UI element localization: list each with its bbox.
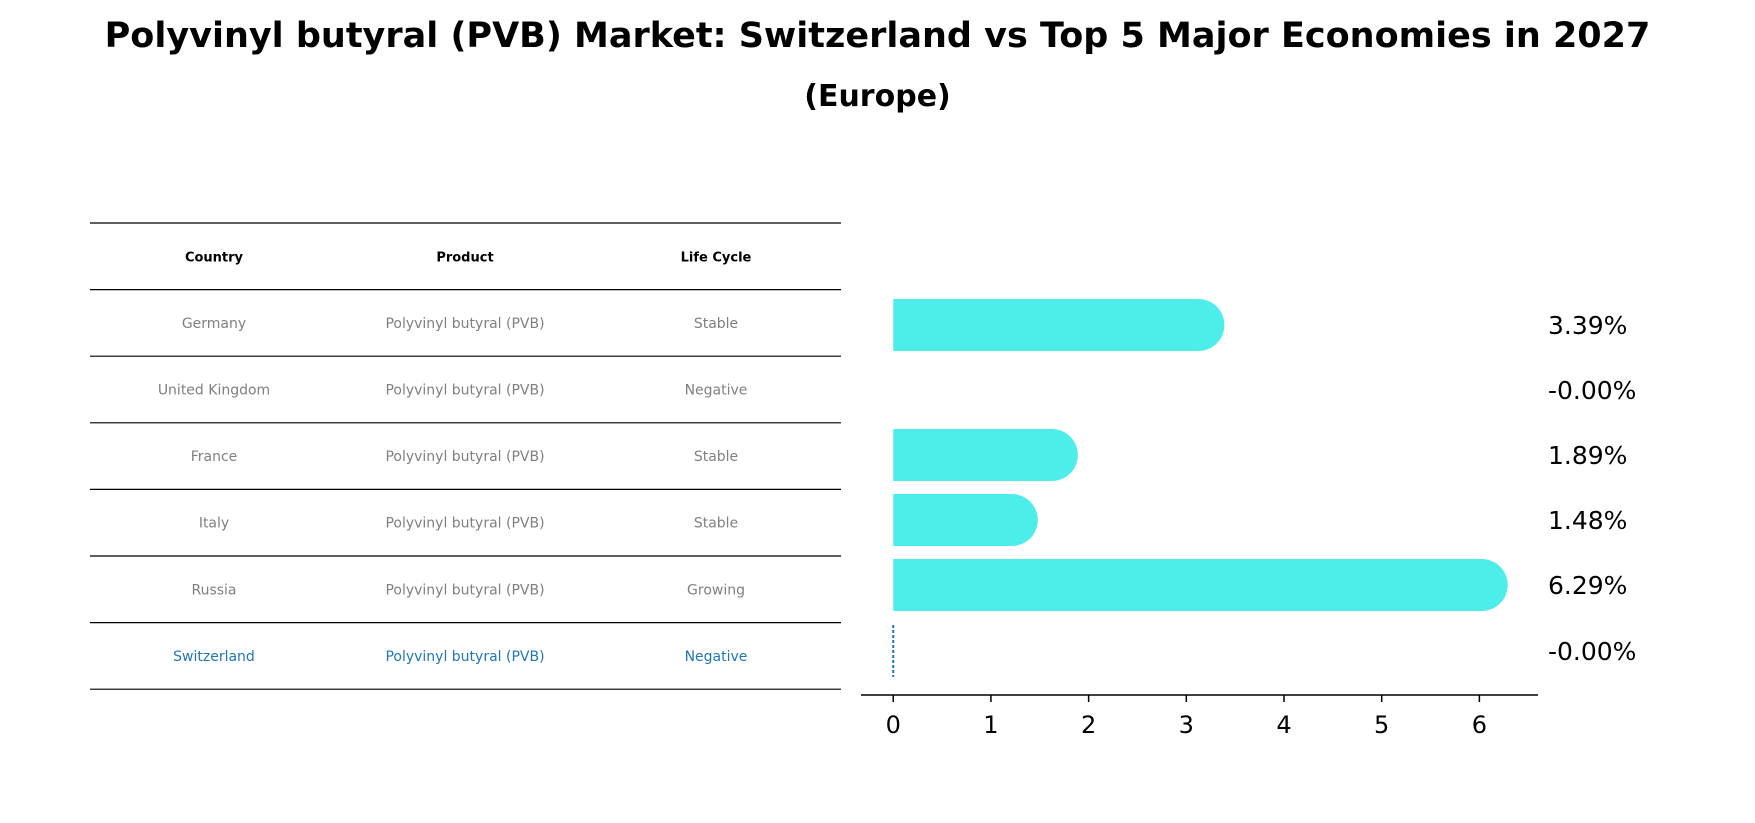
chart-subtitle: (Europe) <box>804 79 951 114</box>
bar-france <box>893 429 1078 481</box>
bar-germany <box>893 299 1225 351</box>
data-label: 1.89% <box>1548 441 1627 470</box>
x-tick-label: 3 <box>1179 711 1194 739</box>
data-label: -0.00% <box>1548 376 1636 405</box>
table-cell-life-cycle: Stable <box>694 449 738 465</box>
x-tick-label: 0 <box>886 711 901 739</box>
table-cell-product: Polyvinyl butyral (PVB) <box>385 582 544 598</box>
x-tick-label: 6 <box>1472 711 1487 739</box>
data-label: 1.48% <box>1548 506 1627 535</box>
table-cell-life-cycle: Negative <box>685 649 748 665</box>
table-cell-product: Polyvinyl butyral (PVB) <box>385 649 544 665</box>
x-tick-label: 5 <box>1374 711 1389 739</box>
x-tick-label: 1 <box>983 711 998 739</box>
chart-title: Polyvinyl butyral (PVB) Market: Switzerl… <box>104 16 1651 56</box>
table-cell-product: Polyvinyl butyral (PVB) <box>385 316 544 332</box>
data-label: 6.29% <box>1548 571 1627 600</box>
table-cell-country: Switzerland <box>173 649 255 665</box>
x-tick-label: 4 <box>1276 711 1291 739</box>
x-tick-label: 2 <box>1081 711 1096 739</box>
table-cell-country: Russia <box>191 582 236 598</box>
table-cell-life-cycle: Growing <box>687 582 745 598</box>
table-cell-life-cycle: Negative <box>685 383 748 399</box>
table-cell-product: Polyvinyl butyral (PVB) <box>385 449 544 465</box>
table-cell-country: United Kingdom <box>158 383 270 399</box>
table-cell-life-cycle: Stable <box>694 516 738 532</box>
bar-italy <box>893 494 1038 546</box>
bar-russia <box>893 559 1508 611</box>
table-header-life-cycle: Life Cycle <box>681 250 752 265</box>
table-cell-product: Polyvinyl butyral (PVB) <box>385 516 544 532</box>
table-header-country: Country <box>185 250 244 265</box>
table-cell-country: Italy <box>199 516 229 532</box>
data-label: -0.00% <box>1548 637 1636 666</box>
table-header-product: Product <box>436 250 493 265</box>
data-label: 3.39% <box>1548 311 1627 340</box>
table-cell-life-cycle: Stable <box>694 316 738 332</box>
table-cell-product: Polyvinyl butyral (PVB) <box>385 383 544 399</box>
table-cell-country: France <box>191 449 238 465</box>
table-cell-country: Germany <box>182 316 246 332</box>
